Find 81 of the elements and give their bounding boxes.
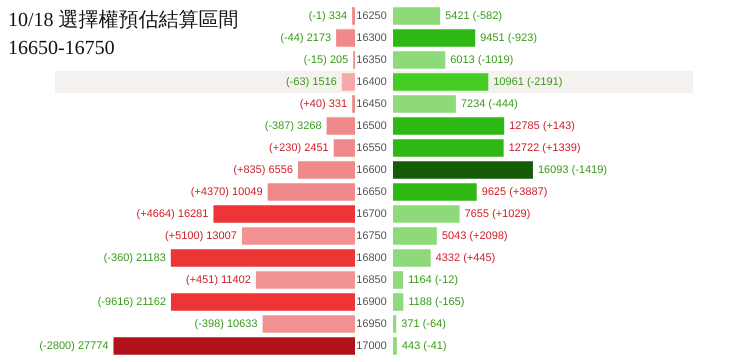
data-label: (+451) 11402 xyxy=(186,274,251,286)
bar xyxy=(336,29,355,47)
bar xyxy=(256,271,355,289)
data-label: 7234 (-444) xyxy=(460,98,518,110)
data-label: 443 (-41) xyxy=(402,340,446,352)
bar xyxy=(393,117,504,135)
y-tick-label: 16500 xyxy=(356,120,387,132)
data-label: 1164 (-12) xyxy=(408,274,458,286)
data-label: 9451 (-923) xyxy=(480,32,538,44)
bar xyxy=(393,249,431,267)
data-label: (+5100) 13007 xyxy=(165,230,237,242)
bar xyxy=(352,95,355,113)
data-label: 7655 (+1029) xyxy=(464,208,530,220)
bar xyxy=(170,249,355,267)
data-label: 16093 (-1419) xyxy=(538,164,608,176)
data-label: 10961 (-2191) xyxy=(493,76,562,88)
data-label: (-15) 205 xyxy=(304,54,348,66)
bar xyxy=(113,337,355,355)
y-tick-label: 16450 xyxy=(356,98,387,110)
y-tick-label: 16350 xyxy=(356,54,387,66)
data-label: (-1) 334 xyxy=(308,10,348,22)
data-label: 12785 (+143) xyxy=(509,120,575,132)
bar xyxy=(393,205,460,223)
bar xyxy=(393,315,396,333)
data-label: (-387) 3268 xyxy=(264,120,322,132)
chart-title: 10/18 選擇權預估結算區間 xyxy=(8,9,239,31)
bar xyxy=(393,183,477,201)
bar xyxy=(393,51,446,69)
data-label: (-360) 21183 xyxy=(104,252,166,264)
data-label: (-44) 2173 xyxy=(280,32,332,44)
data-label: 12722 (+1339) xyxy=(508,142,580,154)
data-label: (+835) 6556 xyxy=(233,164,293,176)
y-tick-label: 16650 xyxy=(356,186,387,198)
data-label: (+40) 331 xyxy=(300,98,348,110)
y-tick-label: 16550 xyxy=(356,142,387,154)
data-label: (-2800) 27774 xyxy=(39,340,108,352)
data-label: 1188 (-165) xyxy=(408,296,464,308)
data-label: (+230) 2451 xyxy=(269,142,329,154)
y-tick-label: 16750 xyxy=(356,230,387,242)
y-tick-label: 17000 xyxy=(356,340,387,352)
bar xyxy=(393,161,533,179)
data-label: (-398) 10633 xyxy=(194,318,258,330)
bar xyxy=(352,7,355,25)
data-label: 5043 (+2098) xyxy=(442,230,508,242)
bar xyxy=(342,73,355,91)
y-tick-label: 16800 xyxy=(356,252,387,264)
bar xyxy=(393,293,404,311)
bar xyxy=(268,183,355,201)
data-label: 6013 (-1019) xyxy=(450,54,514,66)
data-label: 9625 (+3887) xyxy=(482,186,548,198)
data-label: (-63) 1516 xyxy=(286,76,337,88)
y-tick-label: 16250 xyxy=(356,10,387,22)
y-tick-label: 16600 xyxy=(356,164,387,176)
y-tick-label: 16900 xyxy=(356,296,387,308)
y-tick-label: 16300 xyxy=(356,32,387,44)
y-tick-label: 16700 xyxy=(356,208,387,220)
bar xyxy=(393,139,504,157)
text: 16650-16750 xyxy=(8,37,115,59)
data-label: (+4664) 16281 xyxy=(136,208,208,220)
bar xyxy=(393,227,437,245)
data-label: 371 (-64) xyxy=(401,318,446,330)
bar xyxy=(298,161,355,179)
bar xyxy=(242,227,355,245)
bar xyxy=(393,271,404,289)
y-tick-label: 16850 xyxy=(356,274,387,286)
bar xyxy=(393,29,476,47)
data-label: (-9616) 21162 xyxy=(98,296,166,308)
data-label: 5421 (-582) xyxy=(445,10,502,22)
bar xyxy=(393,73,488,91)
bar xyxy=(213,205,355,223)
y-tick-label: 16400 xyxy=(356,76,387,88)
data-label: 4332 (+445) xyxy=(436,252,496,264)
bar xyxy=(393,7,440,25)
bar xyxy=(393,95,456,113)
bar xyxy=(170,293,355,311)
bar xyxy=(262,315,355,333)
data-label: (+4370) 10049 xyxy=(190,186,263,198)
bar xyxy=(334,139,355,157)
y-tick-label: 16950 xyxy=(356,318,387,330)
bar xyxy=(393,337,397,355)
bar xyxy=(326,117,355,135)
